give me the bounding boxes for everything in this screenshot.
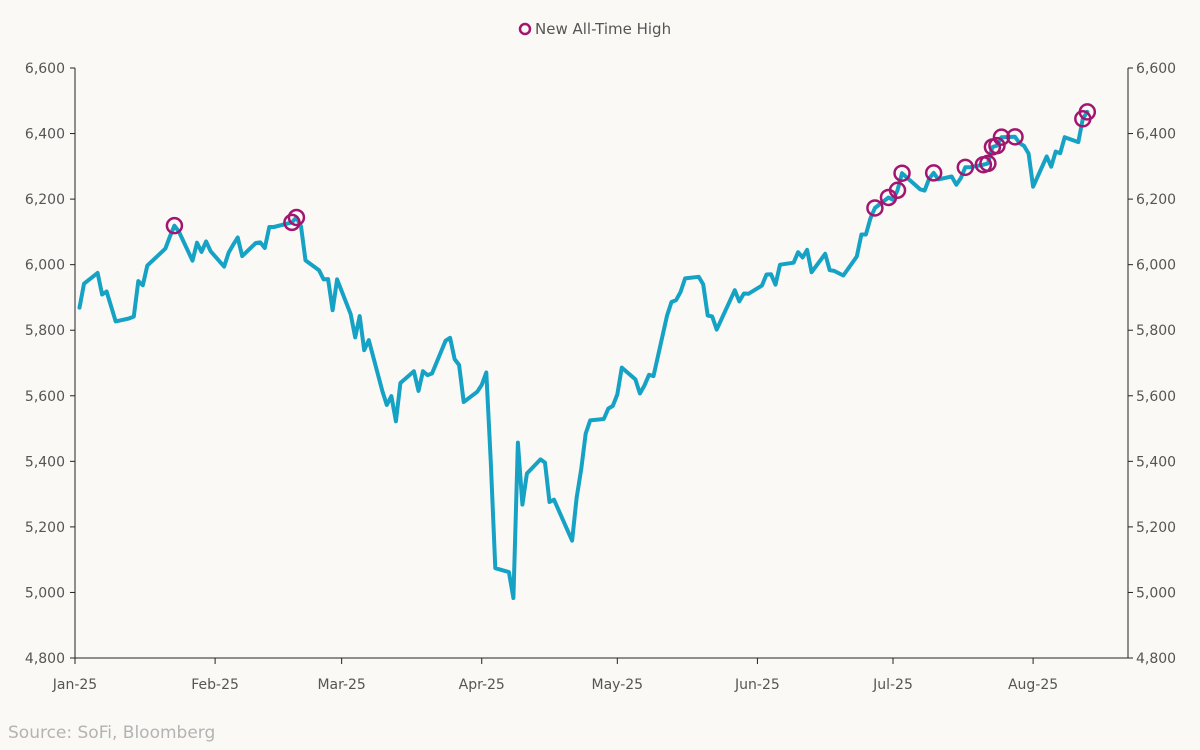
axes-layer: 4,800 4,800 5,000 5,000 5,200 5,200 5,400 5,400… bbox=[25, 61, 1176, 693]
ath-marker bbox=[866, 199, 884, 217]
y-tick-label-left: 5,400 bbox=[25, 454, 65, 470]
x-tick-label: Jan-25 bbox=[52, 677, 97, 693]
marker-layer bbox=[165, 103, 1097, 235]
y-tick-label-right: 6,400 bbox=[1136, 127, 1176, 143]
ath-marker bbox=[165, 216, 184, 235]
y-tick-label-left: 5,600 bbox=[25, 389, 65, 405]
x-tick-label: Jul-25 bbox=[872, 677, 913, 693]
ath-marker bbox=[1006, 128, 1024, 146]
y-tick-label-right: 5,200 bbox=[1136, 520, 1176, 536]
series-layer bbox=[77, 109, 1090, 600]
y-tick-label-right: 6,200 bbox=[1136, 192, 1176, 208]
y-tick-label-right: 4,800 bbox=[1136, 651, 1176, 667]
ath-marker bbox=[1078, 103, 1097, 121]
legend: New All-Time High bbox=[518, 20, 671, 38]
ath-marker bbox=[979, 154, 997, 173]
x-tick-label: Feb-25 bbox=[191, 677, 239, 693]
ath-marker bbox=[992, 128, 1011, 146]
y-tick-label-right: 5,600 bbox=[1136, 389, 1176, 405]
x-tick-label: Aug-25 bbox=[1008, 677, 1058, 693]
y-tick-label-left: 6,000 bbox=[25, 258, 65, 274]
y-tick-label-right: 6,000 bbox=[1136, 258, 1176, 274]
y-tick-label-right: 5,800 bbox=[1136, 323, 1176, 339]
x-tick-label: May-25 bbox=[592, 677, 644, 693]
source-note: Source: SoFi, Bloomberg bbox=[8, 723, 216, 743]
ath-marker bbox=[888, 181, 907, 200]
y-tick-label-right: 5,000 bbox=[1136, 585, 1176, 601]
y-tick-label-left: 4,800 bbox=[25, 651, 65, 667]
ath-marker bbox=[893, 164, 911, 182]
x-tick-label: Jun-25 bbox=[734, 677, 780, 693]
y-tick-label-right: 5,400 bbox=[1136, 454, 1176, 470]
y-tick-label-left: 5,800 bbox=[25, 323, 65, 339]
y-tick-label-right: 6,600 bbox=[1136, 61, 1176, 77]
ath-marker bbox=[287, 208, 306, 227]
y-tick-label-left: 6,400 bbox=[25, 127, 65, 143]
x-tick-label: Mar-25 bbox=[317, 677, 365, 693]
ath-marker bbox=[924, 164, 943, 182]
y-tick-label-left: 6,200 bbox=[25, 192, 65, 208]
legend-label: New All-Time High bbox=[535, 20, 671, 38]
y-tick-label-left: 5,000 bbox=[25, 585, 65, 601]
legend-marker-icon bbox=[518, 22, 532, 36]
y-tick-label-left: 5,200 bbox=[25, 520, 65, 536]
ath-marker bbox=[283, 213, 301, 232]
series-line bbox=[77, 109, 1090, 600]
y-tick-label-left: 6,600 bbox=[25, 61, 65, 77]
x-tick-label: Apr-25 bbox=[459, 677, 505, 693]
ath-marker bbox=[988, 136, 1006, 155]
ath-marker bbox=[956, 158, 975, 177]
